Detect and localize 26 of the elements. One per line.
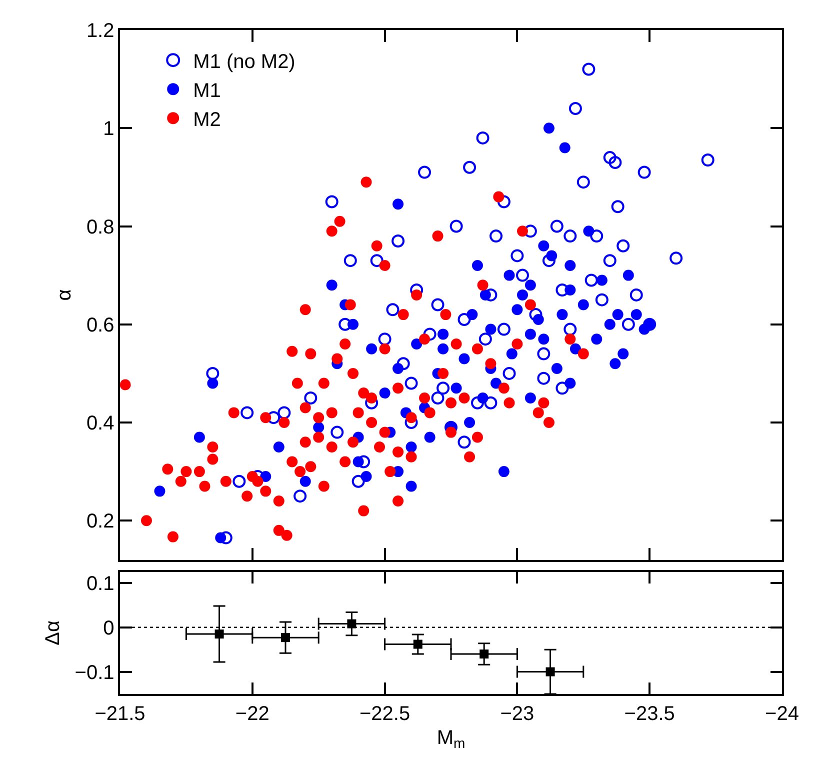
x-tick-label: −21.5 — [94, 702, 146, 725]
y-tick-label: 0 — [103, 617, 114, 640]
y-tick-label: 0.8 — [86, 216, 114, 238]
y-tick-label: 0.1 — [86, 572, 114, 595]
y-tick-label: 0.4 — [86, 412, 114, 434]
y-tick-label: 0.6 — [86, 314, 114, 336]
y-tick-label: −0.1 — [74, 662, 114, 684]
point — [214, 630, 224, 639]
point — [480, 650, 489, 659]
x-tick-label: −22.5 — [359, 702, 410, 725]
x-axis-title: M$_{m}$ — [436, 726, 466, 751]
x-tick-label: −22 — [235, 702, 270, 725]
point — [347, 619, 356, 628]
y-axis-title: Δα — [42, 620, 64, 646]
y-axis-title: α — [53, 289, 76, 301]
point — [546, 667, 555, 676]
y-tick-label: 1 — [103, 118, 114, 140]
y-tick-label: 1.2 — [86, 20, 114, 42]
legend-label: M2 — [193, 108, 221, 131]
x-tick-label: −24 — [765, 702, 799, 725]
legend-label: M1 (no M2) — [193, 50, 296, 73]
point — [281, 633, 290, 642]
x-tick-label: −23 — [500, 702, 534, 725]
legend-label: M1 — [193, 80, 221, 102]
y-tick-label: 0.2 — [86, 510, 114, 533]
x-tick-label: −23.5 — [624, 702, 675, 725]
